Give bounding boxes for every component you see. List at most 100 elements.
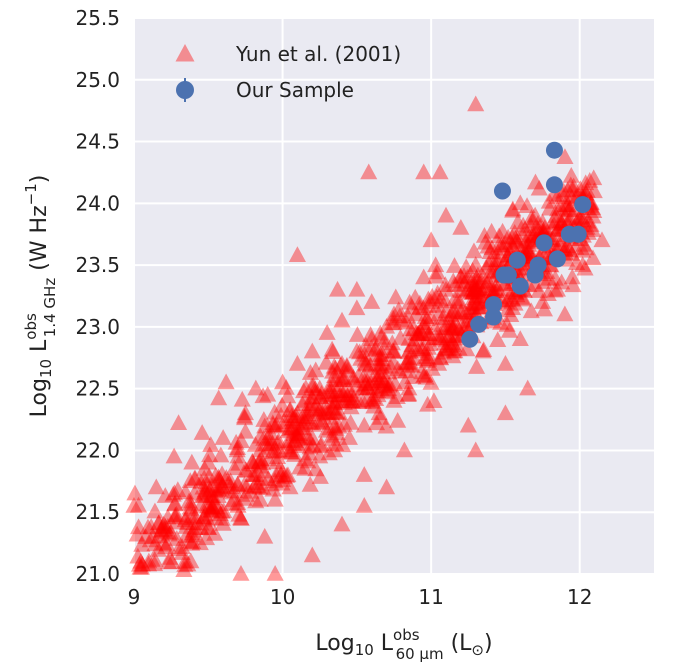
yun-point — [503, 236, 521, 253]
yun-point — [288, 354, 306, 371]
yun-point — [478, 274, 496, 291]
yun-point — [207, 466, 225, 483]
yun-point — [370, 372, 388, 389]
yun-point — [471, 273, 489, 290]
yun-point — [561, 209, 579, 226]
yun-point — [334, 386, 352, 403]
yun-point — [166, 508, 184, 525]
yun-point — [280, 432, 298, 449]
yun-point — [518, 197, 536, 214]
yun-point — [245, 455, 263, 472]
yun-point — [338, 386, 357, 403]
yun-point — [384, 342, 402, 358]
yun-point — [176, 511, 194, 528]
yun-point — [530, 282, 548, 298]
yun-point — [243, 453, 261, 469]
yun-point — [425, 392, 443, 408]
yun-point — [237, 477, 255, 494]
yun-point — [185, 484, 204, 501]
yun-point — [476, 277, 494, 294]
yun-point — [128, 525, 146, 542]
yun-point — [475, 227, 493, 243]
yun-point — [156, 523, 175, 540]
yun-point — [173, 538, 191, 555]
yun-point — [211, 472, 229, 489]
yun-point — [458, 268, 476, 285]
yun-point — [432, 349, 450, 366]
yun-point — [462, 273, 480, 290]
yun-point — [574, 211, 592, 228]
yun-point — [281, 443, 300, 460]
yun-point — [413, 363, 431, 380]
yun-point — [307, 361, 325, 378]
yun-point — [202, 486, 220, 503]
yun-point — [430, 354, 448, 371]
yun-point — [160, 553, 178, 570]
yun-point — [380, 363, 398, 380]
yun-point — [576, 184, 594, 200]
yun-point — [247, 379, 265, 396]
yun-point — [177, 509, 195, 526]
yun-point — [154, 518, 172, 534]
yun-point — [418, 348, 436, 364]
y-tick-label: 21.5 — [75, 500, 120, 524]
yun-point — [325, 357, 343, 374]
yun-point — [585, 169, 603, 186]
yun-point — [477, 258, 495, 275]
yun-point — [313, 413, 331, 430]
yun-point — [235, 490, 253, 506]
yun-point — [436, 276, 454, 292]
yun-point — [371, 372, 389, 389]
yun-point — [192, 473, 210, 490]
our-sample-point — [511, 277, 529, 295]
yun-point — [222, 483, 240, 500]
yun-point — [161, 523, 180, 540]
yun-point — [286, 446, 304, 462]
yun-point — [407, 338, 425, 355]
yun-point — [180, 492, 198, 509]
yun-point — [229, 447, 247, 464]
yun-point — [404, 368, 422, 384]
yun-point — [326, 370, 344, 387]
yun-point — [561, 212, 579, 228]
yun-point — [440, 319, 458, 335]
yun-point — [184, 533, 202, 549]
yun-point — [345, 389, 363, 406]
yun-point — [202, 498, 220, 515]
yun-point — [296, 459, 314, 476]
y-tick-labels: 21.0 21.5 22.0 22.5 23.0 23.5 24.0 24.5 25.0 25.5 — [75, 6, 120, 586]
yun-point — [469, 266, 487, 283]
yun-point — [256, 527, 274, 544]
yun-point — [374, 372, 392, 389]
yun-point — [229, 497, 247, 513]
yun-point — [398, 353, 416, 370]
yun-point — [434, 343, 453, 360]
yun-point — [413, 325, 432, 342]
yun-point — [328, 280, 347, 297]
yun-point — [409, 325, 427, 342]
yun-point — [468, 281, 486, 298]
yun-point — [284, 434, 302, 451]
yun-point — [348, 326, 366, 342]
yun-point — [562, 176, 580, 193]
yun-point — [152, 521, 170, 538]
yun-point — [317, 353, 335, 370]
yun-point — [251, 478, 269, 495]
yun-point — [442, 306, 460, 322]
yun-point — [540, 192, 558, 209]
yun-point — [283, 419, 301, 436]
yun-point — [415, 268, 433, 285]
yun-point — [371, 366, 389, 383]
yun-point — [410, 299, 429, 316]
yun-point — [554, 186, 572, 203]
yun-point — [492, 313, 510, 330]
yun-point — [173, 544, 191, 560]
yun-point — [129, 496, 148, 513]
y-tick-label: 24.5 — [75, 130, 120, 154]
yun-point — [437, 280, 455, 297]
yun-point — [202, 436, 220, 452]
yun-point — [251, 427, 270, 444]
yun-point — [270, 461, 288, 478]
yun-point — [335, 394, 353, 410]
yun-point — [186, 469, 204, 486]
